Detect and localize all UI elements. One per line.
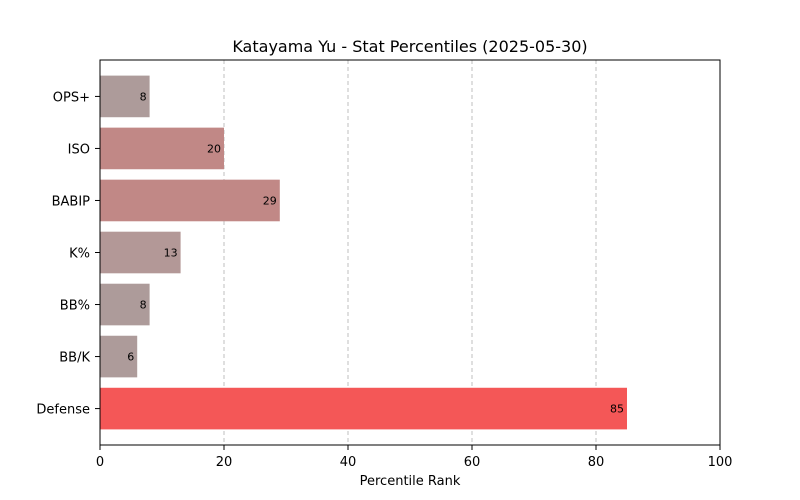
x-axis-label: Percentile Rank	[360, 474, 461, 489]
grid-lines	[223, 60, 597, 445]
bar-defense	[100, 387, 627, 430]
y-tick-label: Defense	[36, 403, 90, 418]
bar-bb	[100, 283, 150, 326]
y-tick-label: K%	[69, 247, 90, 262]
bar-value-label: 85	[610, 403, 624, 416]
bar-iso	[100, 127, 224, 170]
bars	[100, 75, 627, 430]
y-axis-ticks: OPS+ ISO BABIP K% BB% BB/K Defense	[36, 90, 100, 418]
x-tick-label: 100	[708, 455, 733, 470]
bar-value-label: 6	[127, 351, 134, 364]
bar-ops	[100, 75, 150, 118]
y-tick-label: OPS+	[53, 90, 90, 105]
y-tick-label: BABIP	[52, 194, 91, 209]
y-tick-label: BB/K	[59, 351, 90, 366]
bar-bb-k	[100, 335, 138, 378]
x-tick-label: 80	[588, 455, 605, 470]
bar-value-label: 20	[207, 142, 221, 155]
x-tick-label: 40	[340, 455, 357, 470]
bar-value-labels: 8 20 29 13 8 6 85	[127, 90, 624, 415]
y-tick-label: ISO	[68, 142, 90, 157]
bar-value-label: 8	[140, 299, 147, 312]
x-tick-label: 0	[96, 455, 104, 470]
x-axis-ticks: 0 20 40 60 80 100	[96, 445, 733, 470]
plot-frame	[99, 59, 721, 446]
bar-value-label: 29	[263, 194, 277, 207]
x-tick-label: 20	[216, 455, 233, 470]
y-tick-label: BB%	[60, 299, 90, 314]
chart-title: Katayama Yu - Stat Percentiles (2025-05-…	[232, 37, 587, 56]
bar-value-label: 13	[164, 247, 178, 260]
bar-k	[100, 231, 181, 274]
bar-babip	[100, 179, 280, 222]
bar-value-label: 8	[140, 90, 147, 103]
x-tick-label: 60	[464, 455, 481, 470]
